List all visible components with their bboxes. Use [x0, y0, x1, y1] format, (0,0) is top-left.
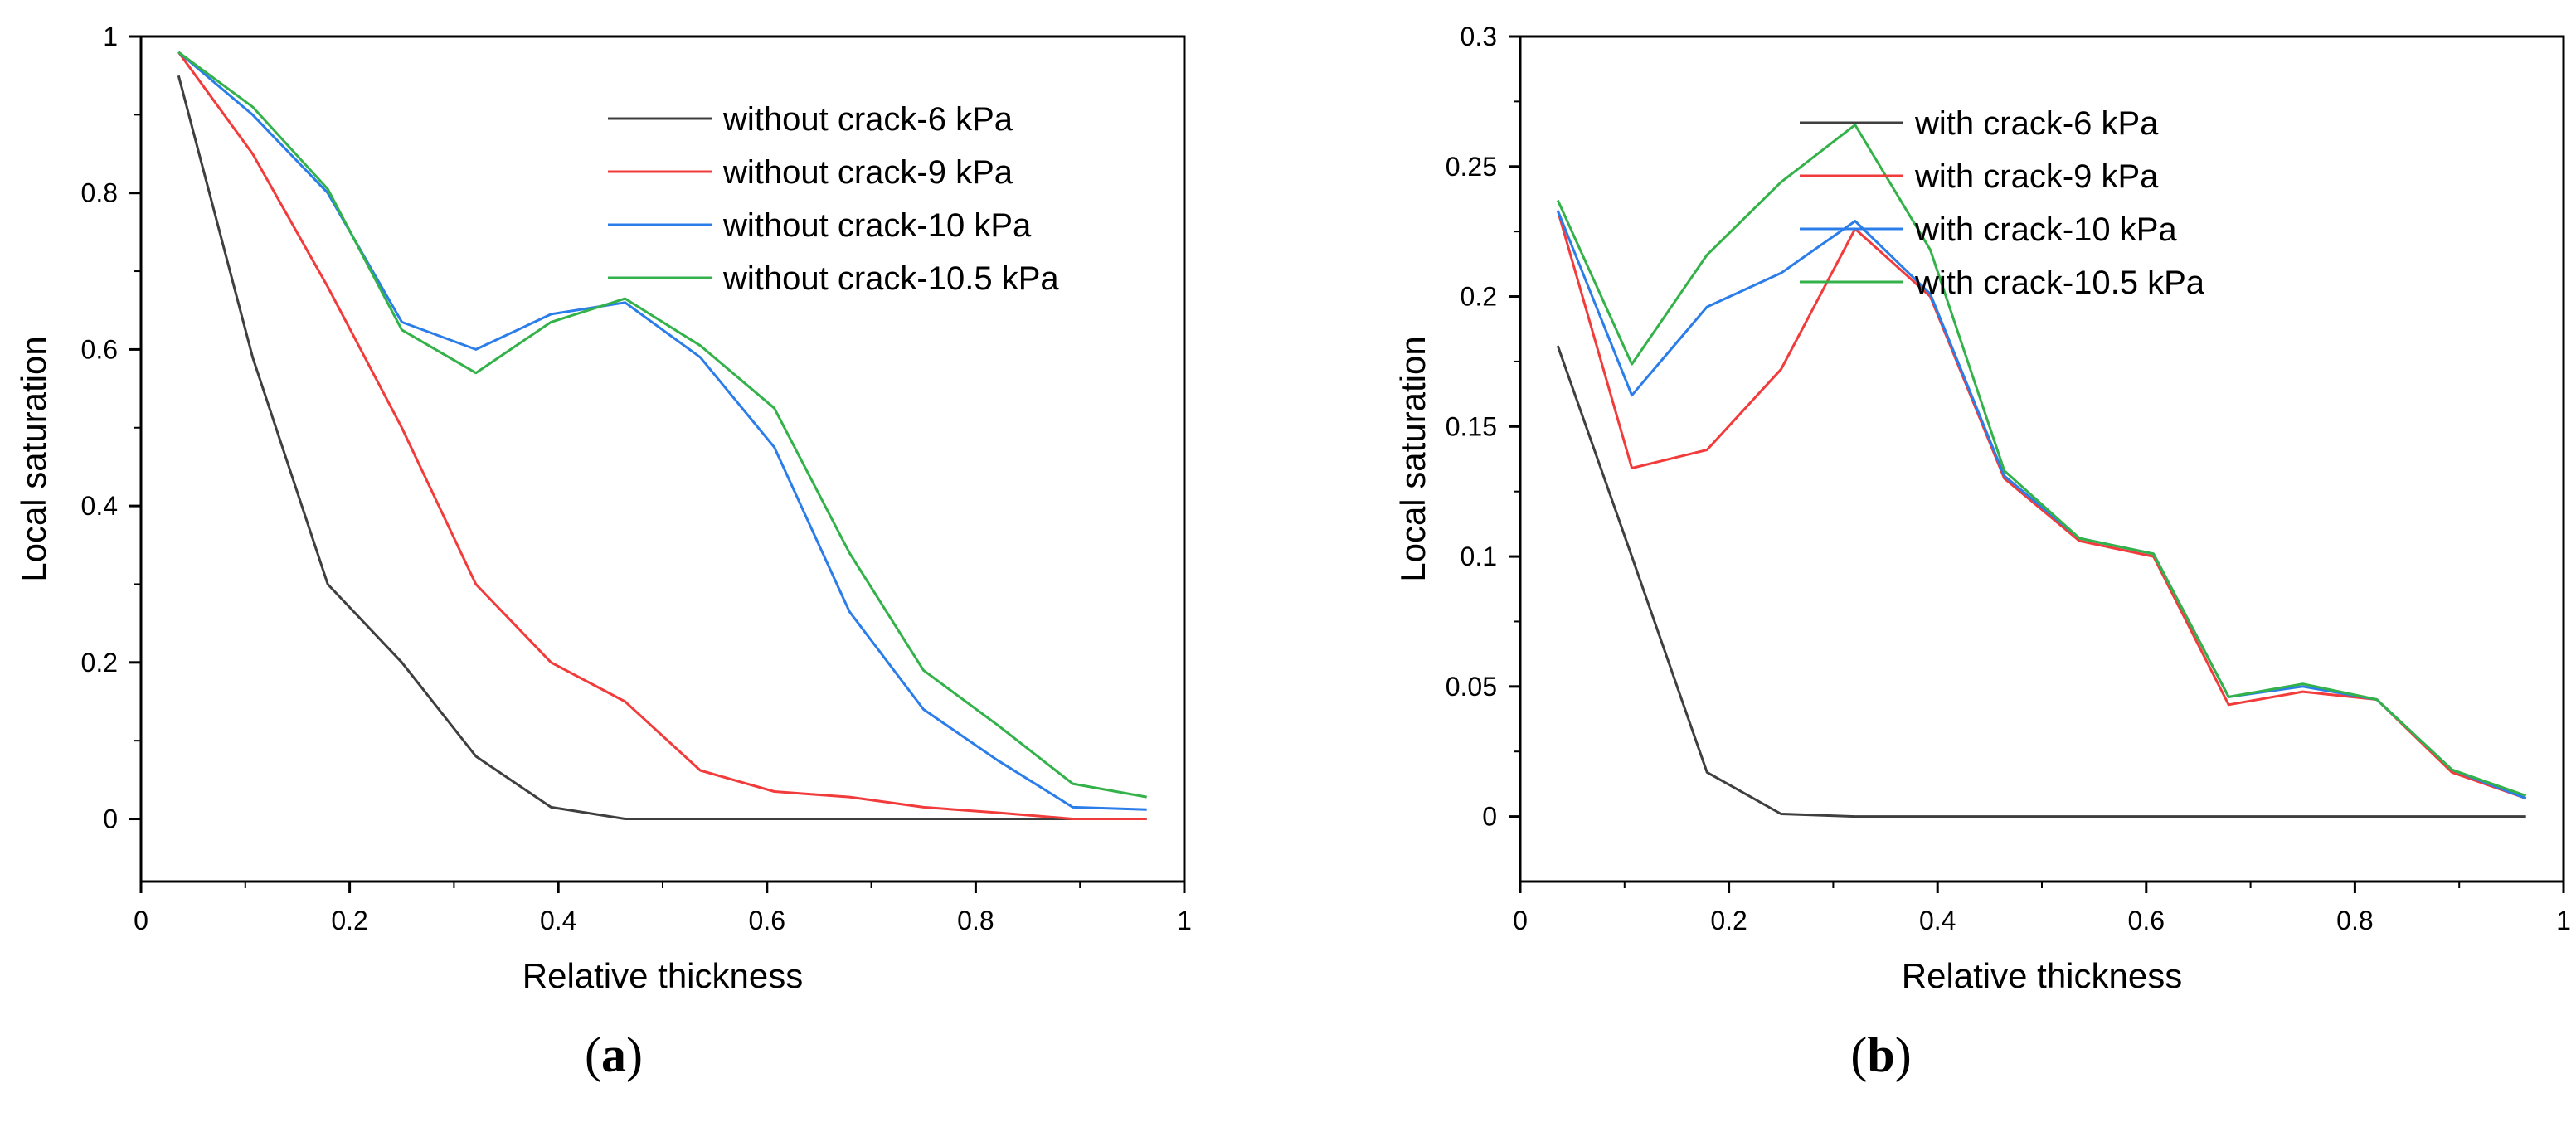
y-tick-label: 0.3 — [1461, 22, 1497, 51]
x-tick-label: 0 — [1513, 906, 1528, 935]
x-tick-label: 0.4 — [540, 906, 576, 935]
line-chart-a: 0 0.2 0.4 0.6 0.8 1 0 0.2 0.4 0.6 0.8 1 Relative thi… — [14, 22, 1192, 995]
x-tick-label: 0.8 — [2336, 906, 2373, 935]
caption-a-letter: a — [601, 1027, 626, 1082]
series-line — [1556, 124, 2527, 797]
legend-label: without crack-10.5 kPa — [722, 260, 1059, 297]
series-line — [177, 51, 1147, 820]
legend-label: with crack-9 kPa — [1914, 158, 2159, 195]
caption-b-letter: b — [1867, 1027, 1895, 1082]
x-tick-label: 0.6 — [2128, 906, 2165, 935]
caption-b: (b) — [1850, 1027, 1912, 1082]
x-tick-label: 0.6 — [749, 906, 785, 935]
caption-a: (a) — [585, 1027, 643, 1082]
y-tick-label: 0.05 — [1446, 672, 1497, 702]
y-axis-label: Local saturation — [14, 336, 53, 582]
series-line — [177, 51, 1147, 799]
y-tick-label: 0.15 — [1446, 411, 1497, 441]
x-tick-label: 1 — [1177, 906, 1192, 935]
legend-label: without crack-9 kPa — [722, 154, 1013, 191]
y-tick-label: 0 — [1482, 802, 1497, 832]
legend-label: without crack-10 kPa — [722, 207, 1032, 244]
legend-label: with crack-6 kPa — [1914, 105, 2159, 142]
chart-panel-a: 0 0.2 0.4 0.6 0.8 1 0 0.2 0.4 0.6 0.8 1 Relative thi… — [14, 22, 1192, 1082]
y-tick-label: 0.2 — [81, 648, 118, 678]
y-tick-label: 0.8 — [81, 178, 118, 208]
x-axis-label: Relative thickness — [1902, 956, 2182, 995]
x-tick-label: 0.2 — [1710, 906, 1747, 935]
x-tick-label: 0.8 — [957, 906, 994, 935]
y-tick-label: 0.4 — [81, 491, 118, 521]
x-tick-label: 0 — [134, 906, 148, 935]
x-tick-label: 0.4 — [1919, 906, 1956, 935]
legend-label: with crack-10 kPa — [1914, 211, 2177, 248]
legend-label: with crack-10.5 kPa — [1914, 265, 2205, 301]
y-axis-label: Local saturation — [1393, 336, 1432, 582]
x-tick-label: 1 — [2556, 906, 2571, 935]
y-tick-label: 0.6 — [81, 334, 118, 364]
y-tick-label: 1 — [103, 22, 118, 51]
x-axis-label: Relative thickness — [522, 956, 803, 995]
line-chart-b: 0 0.2 0.4 0.6 0.8 1 0 0.05 0.1 0.15 0.2 0.25 0.3 Rela… — [1393, 22, 2571, 995]
series-line — [1556, 345, 2526, 818]
y-tick-label: 0.2 — [1461, 282, 1497, 312]
x-tick-label: 0.2 — [331, 906, 367, 935]
y-tick-label: 0.25 — [1446, 152, 1497, 182]
chart-panel-b: 0 0.2 0.4 0.6 0.8 1 0 0.05 0.1 0.15 0.2 0.25 0.3 Rela… — [1288, 0, 2576, 1122]
legend-label: without crack-6 kPa — [722, 101, 1013, 138]
y-tick-label: 0 — [103, 804, 118, 834]
y-tick-label: 0.1 — [1461, 542, 1497, 571]
series-line — [177, 75, 1147, 820]
